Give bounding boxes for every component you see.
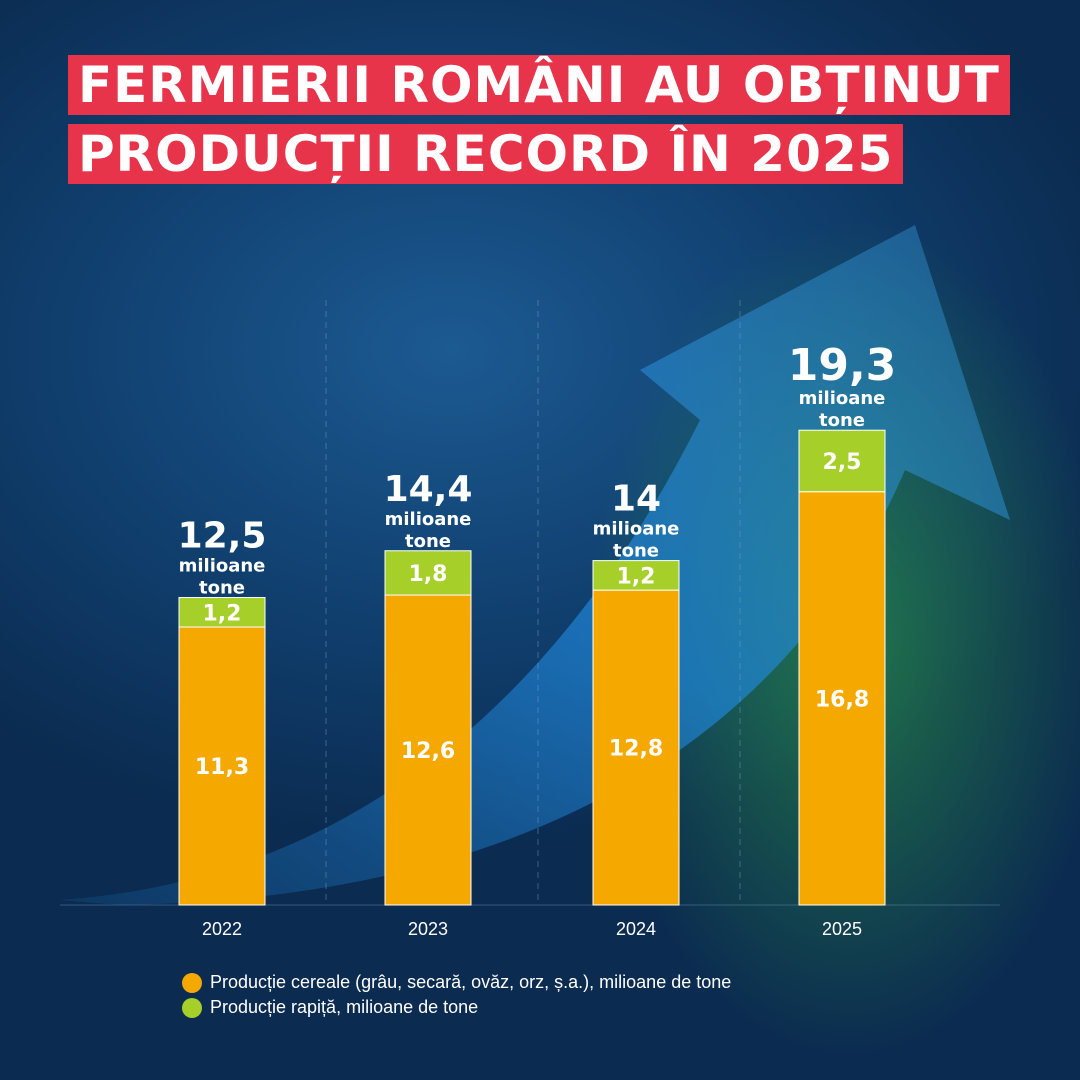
total-unit-label: milioane xyxy=(179,556,266,577)
bar-cereale-2022 xyxy=(178,626,266,906)
growth-arrow-decoration xyxy=(60,225,1010,905)
title-line-1: FERMIERII ROMÂNI AU OBȚINUT xyxy=(68,55,1010,115)
bar-value-label: 12,6 xyxy=(401,739,455,764)
legend-label: Producție cereale (grâu, secară, ovăz, o… xyxy=(210,972,732,992)
total-unit-label: tone xyxy=(613,541,659,562)
legend-label: Producție rapiță, milioane de tone xyxy=(210,997,479,1017)
bar-value-label: 2,5 xyxy=(823,450,862,475)
total-unit-label: milioane xyxy=(799,388,886,409)
bar-rapita-2023 xyxy=(384,550,472,596)
bar-value-label: 12,8 xyxy=(609,737,663,762)
total-unit-label: milioane xyxy=(593,519,680,540)
bar-value-label: 1,2 xyxy=(203,601,242,626)
bar-rapita-2025 xyxy=(798,429,886,493)
bar-cereale-2025 xyxy=(798,491,886,906)
legend-swatch-green xyxy=(182,997,202,1018)
total-value-label: 14,4 xyxy=(384,469,473,510)
legend-item-cereale: Producție cereale (grâu, secară, ovăz, o… xyxy=(182,972,731,993)
legend-swatch-orange xyxy=(182,972,202,993)
bar-rapita-2022 xyxy=(178,597,266,628)
bar-value-label: 16,8 xyxy=(815,687,869,712)
legend-item-rapita: Producție rapiță, milioane de tone xyxy=(182,997,478,1018)
bar-cereale-2024 xyxy=(592,589,680,906)
bar-value-label: 11,3 xyxy=(195,755,249,780)
x-tick-label: 2024 xyxy=(616,919,656,939)
total-value-label: 14 xyxy=(611,479,661,520)
x-tick-label: 2025 xyxy=(822,919,862,939)
total-value-label: 12,5 xyxy=(178,516,267,557)
bar-value-label: 1,2 xyxy=(617,564,656,589)
total-value-label: 19,3 xyxy=(788,340,897,391)
bar-cereale-2023 xyxy=(384,594,472,906)
bar-value-label: 1,8 xyxy=(409,562,448,587)
bar-rapita-2024 xyxy=(592,560,680,591)
total-unit-label: tone xyxy=(199,578,245,599)
total-unit-label: tone xyxy=(405,531,451,552)
total-unit-label: milioane xyxy=(385,509,472,530)
total-unit-label: tone xyxy=(819,410,865,431)
x-tick-label: 2023 xyxy=(408,919,448,939)
title-line-2: PRODUCȚII RECORD ÎN 2025 xyxy=(68,124,904,184)
x-tick-label: 2022 xyxy=(202,919,242,939)
